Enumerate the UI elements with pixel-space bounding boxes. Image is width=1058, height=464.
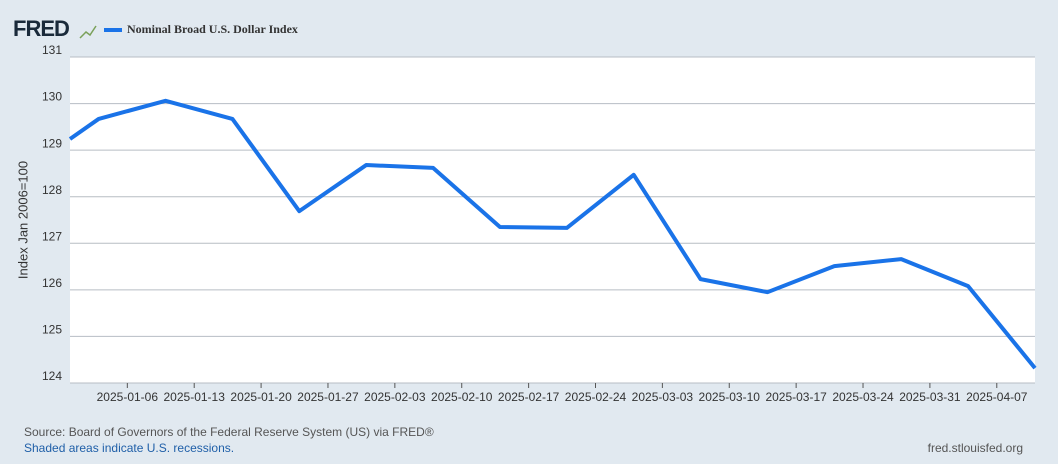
y-tick-label: 131 [42, 43, 62, 57]
x-tick-label: 2025-02-24 [565, 390, 627, 404]
plot-area [70, 57, 1035, 383]
y-axis-label: Index Jan 2006=100 [15, 161, 30, 279]
site[interactable]: fred.stlouisfed.org [928, 441, 1023, 455]
legend-label: Nominal Broad U.S. Dollar Index [127, 22, 298, 36]
x-tick-label: 2025-02-17 [498, 390, 560, 404]
y-tick-label: 129 [42, 136, 62, 150]
source: Source: Board of Governors of the Federa… [24, 425, 434, 439]
x-tick-label: 2025-03-24 [832, 390, 894, 404]
x-tick-label: 2025-02-03 [364, 390, 426, 404]
y-tick-label: 125 [42, 323, 62, 337]
logo: FRED [13, 16, 69, 41]
y-tick-label: 124 [42, 369, 62, 383]
x-tick-label: 2025-03-17 [765, 390, 827, 404]
x-tick-label: 2025-03-10 [699, 390, 761, 404]
y-tick-label: 128 [42, 183, 62, 197]
x-tick-label: 2025-01-27 [297, 390, 359, 404]
y-tick-label: 126 [42, 276, 62, 290]
x-tick-label: 2025-04-07 [966, 390, 1028, 404]
x-tick-label: 2025-01-06 [97, 390, 159, 404]
recession-note[interactable]: Shaded areas indicate U.S. recessions. [24, 441, 234, 455]
x-tick-label: 2025-03-03 [632, 390, 694, 404]
data-line [68, 98, 1037, 370]
y-tick-label: 130 [42, 90, 62, 104]
x-tick-label: 2025-01-20 [230, 390, 292, 404]
x-tick-label: 2025-01-13 [164, 390, 226, 404]
x-tick-label: 2025-02-10 [431, 390, 493, 404]
x-tick-label: 2025-03-31 [899, 390, 961, 404]
y-tick-label: 127 [42, 229, 62, 243]
logo-icon [79, 25, 97, 39]
